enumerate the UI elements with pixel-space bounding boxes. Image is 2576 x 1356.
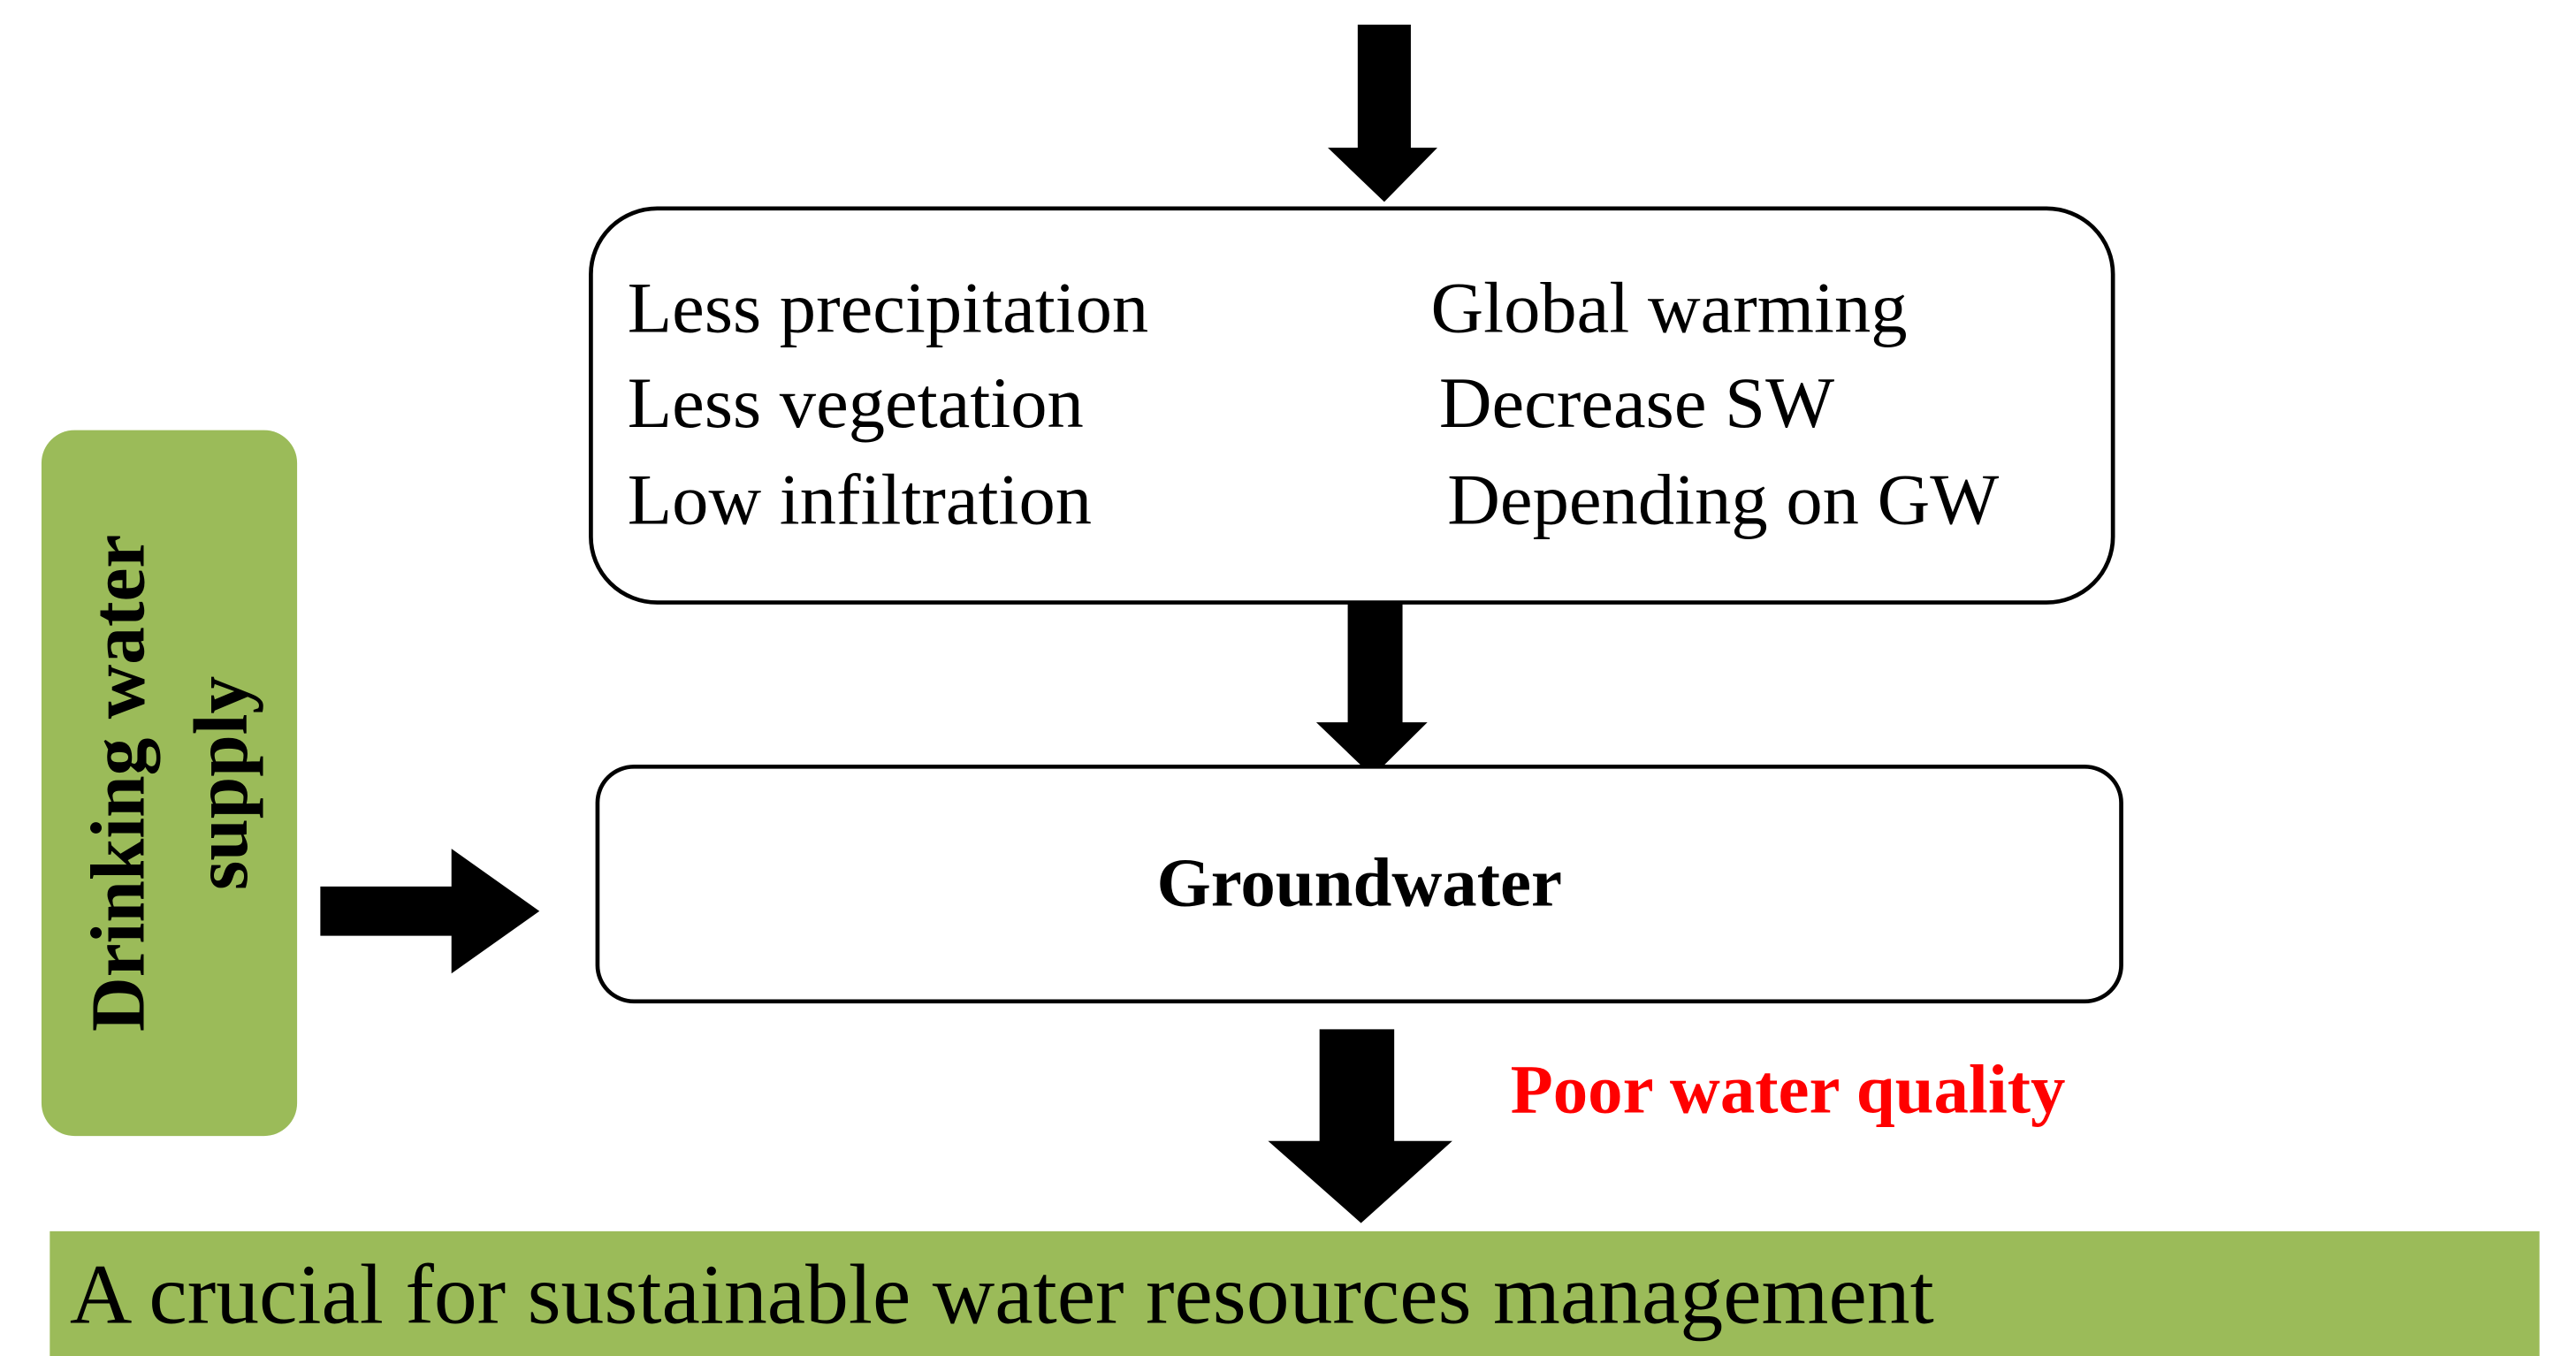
arrow-right <box>320 849 540 974</box>
cause-item: Global warming <box>1430 268 1907 348</box>
annotation: Poor water quality <box>1511 1051 2066 1128</box>
groundwater-label: Groundwater <box>1156 844 1562 921</box>
cause-item: Depending on GW <box>1447 460 1999 540</box>
groundwater-box <box>595 764 2123 1004</box>
cause-item: Low infiltration <box>628 460 1092 540</box>
arrow-down <box>1268 1029 1452 1223</box>
arrow-down <box>1315 604 1428 777</box>
side-label: Drinking water <box>75 535 161 1032</box>
cause-item: Decrease SW <box>1439 362 1835 443</box>
arrow-down <box>1328 24 1437 202</box>
conclusion: A crucial for sustainable water resource… <box>70 1247 1934 1342</box>
cause-item: Less vegetation <box>628 362 1084 443</box>
side-box <box>41 430 298 1137</box>
conclusion-bar <box>50 1230 2540 1356</box>
cause-box <box>589 206 2115 605</box>
cause-item: Less precipitation <box>628 268 1149 348</box>
side-label: supply <box>179 676 264 890</box>
